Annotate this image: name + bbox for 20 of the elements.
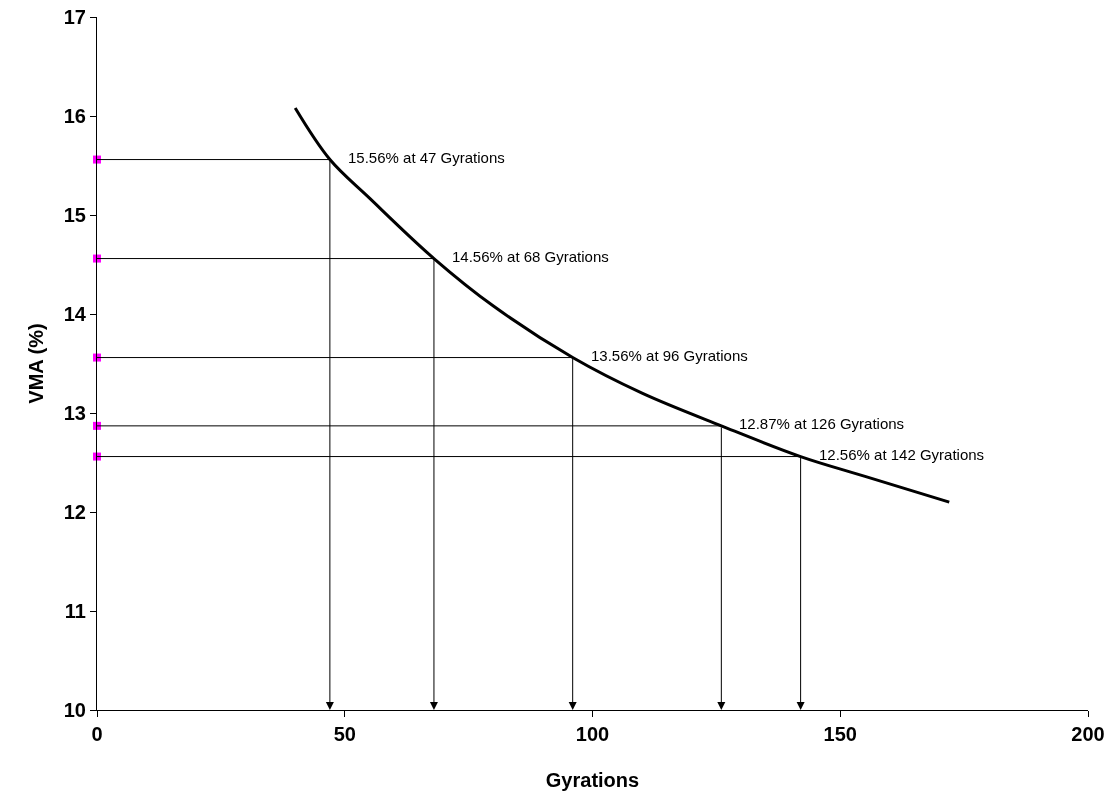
y-axis-title: VMA (%) bbox=[25, 323, 48, 404]
x-tick-label: 50 bbox=[333, 723, 356, 745]
y-tick-label: 17 bbox=[63, 6, 86, 28]
y-tick-label: 16 bbox=[63, 105, 86, 127]
annotation: 14.56% at 68 Gyrations bbox=[452, 248, 609, 265]
x-tick-label: 150 bbox=[823, 723, 857, 745]
y-tick-label: 10 bbox=[63, 699, 86, 721]
annotation: 12.87% at 126 Gyrations bbox=[739, 415, 905, 432]
x-tick-label: 100 bbox=[575, 723, 610, 745]
y-tick-label: 15 bbox=[63, 204, 86, 226]
annotation: 13.56% at 96 Gyrations bbox=[591, 347, 748, 364]
annotation: 15.56% at 47 Gyrations bbox=[348, 149, 505, 166]
x-tick-label: 200 bbox=[1071, 723, 1105, 745]
y-tick-label: 12 bbox=[63, 501, 86, 523]
y-tick-label: 11 bbox=[64, 600, 86, 622]
y-tick-label: 13 bbox=[63, 402, 86, 424]
annotation: 12.56% at 142 Gyrations bbox=[819, 446, 985, 463]
y-tick-label: 14 bbox=[63, 303, 87, 325]
x-tick-label: 0 bbox=[91, 723, 103, 745]
x-axis-title: Gyrations bbox=[545, 768, 640, 791]
